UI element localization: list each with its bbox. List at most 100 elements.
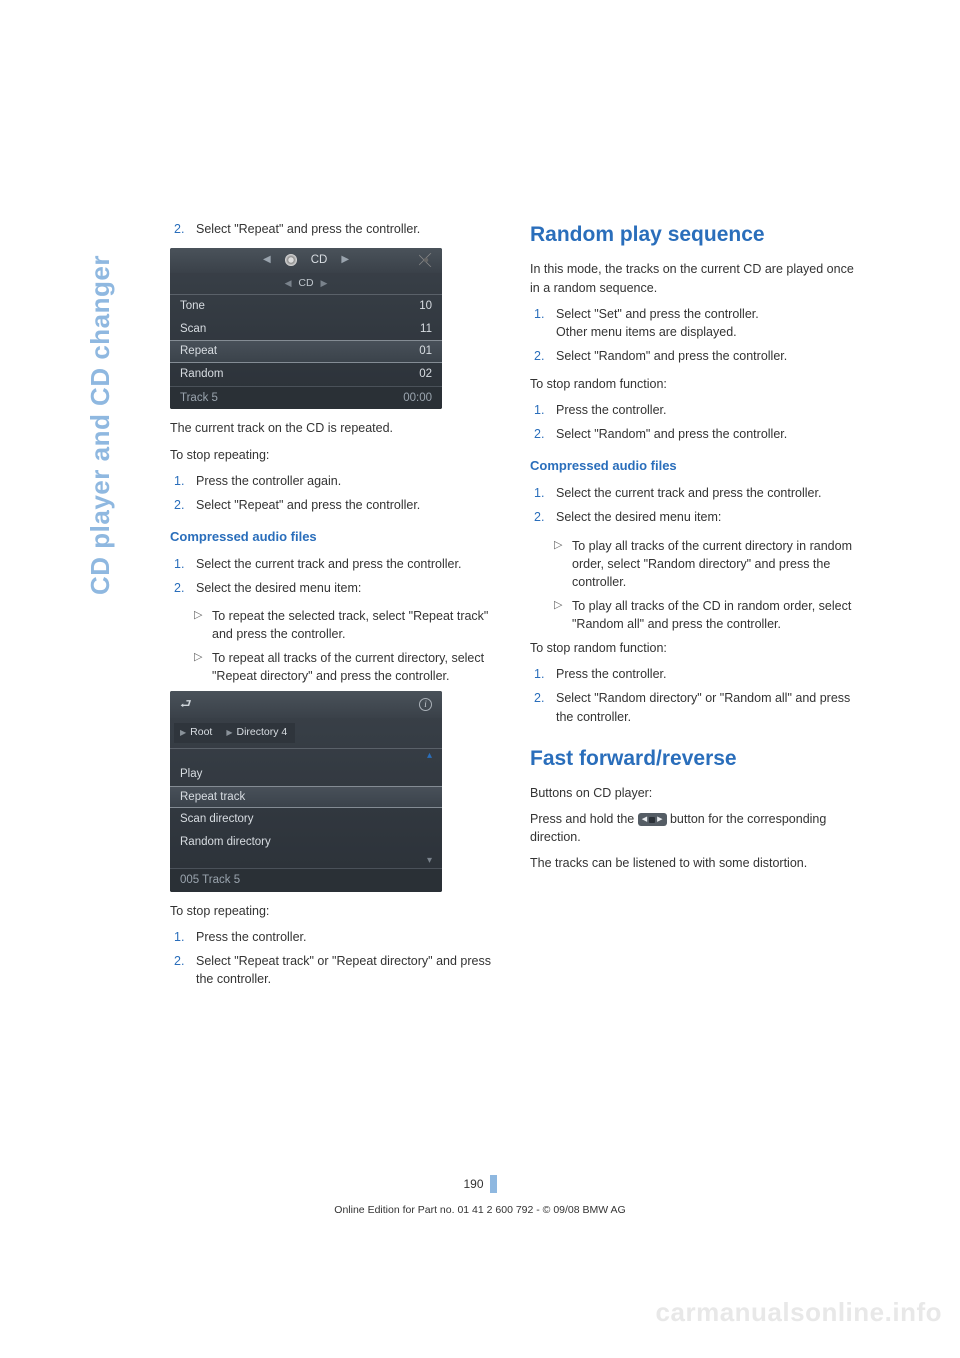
menu-value: 01 — [419, 343, 432, 360]
list-item: 2. Select "Repeat" and press the control… — [170, 220, 500, 238]
list-text: Select "Random directory" or "Random all… — [556, 689, 860, 725]
cd-menu-screenshot: ◀ CD ▶ ◀ CD ▶ Tone 10 Scan — [170, 248, 442, 409]
list-item: 2. Select "Random" and press the control… — [530, 425, 860, 443]
info-icon: i — [419, 698, 432, 711]
list-number: 1. — [534, 484, 556, 502]
body-text: To stop random function: — [530, 639, 860, 657]
list-item: 1. Press the controller. — [170, 928, 500, 946]
body-text: To stop random function: — [530, 375, 860, 393]
list-text-line1: Select "Set" and press the controller. — [556, 307, 759, 321]
triangle-bullet-icon: ▷ — [554, 597, 572, 633]
body-text: To stop repeating: — [170, 902, 500, 920]
ordered-list: 2. Select "Repeat" and press the control… — [170, 220, 500, 238]
list-item: 1. Select the current track and press th… — [170, 555, 500, 573]
ordered-list: 1. Select the current track and press th… — [170, 555, 500, 597]
menu-label: Play — [180, 768, 202, 780]
list-number: 1. — [174, 472, 196, 490]
menu-row: Random 02 — [170, 363, 442, 386]
list-item: 2. Select "Repeat track" or "Repeat dire… — [170, 952, 500, 988]
bullet-text: To repeat all tracks of the current dire… — [212, 649, 500, 685]
list-text-line2: Other menu items are displayed. — [556, 325, 737, 339]
list-item: 1. Press the controller. — [530, 401, 860, 419]
list-number: 2. — [174, 220, 196, 238]
list-text: Select the current track and press the c… — [196, 555, 500, 573]
triangle-icon: ▶ — [226, 727, 232, 739]
triangle-bullet-icon: ▷ — [554, 537, 572, 591]
ss-footer-right: 00:00 — [403, 390, 432, 407]
list-number: 2. — [534, 347, 556, 365]
list-text: Select "Random" and press the controller… — [556, 425, 860, 443]
list-item: 2. Select the desired menu item: — [170, 579, 500, 597]
bullet-text: To repeat the selected track, select "Re… — [212, 607, 500, 643]
idrive-icon — [419, 253, 433, 267]
menu-label: Tone — [180, 298, 205, 315]
body-text: Buttons on CD player: — [530, 784, 860, 802]
ss-sub-label: CD — [298, 277, 313, 289]
crumb-root: ▶Root — [174, 723, 220, 742]
chevron-left-icon: ◀ — [285, 278, 292, 288]
menu-label: Repeat — [180, 343, 217, 360]
menu-value: 02 — [419, 366, 432, 383]
list-text: Select "Repeat" and press the controller… — [196, 220, 500, 238]
scroll-down-icon: ▾ — [170, 854, 442, 869]
chevron-left-icon: ◀ — [263, 253, 271, 268]
column-left: 2. Select "Repeat" and press the control… — [170, 220, 500, 998]
watermark: carmanualsonline.info — [656, 1297, 942, 1328]
ordered-list: 1. Select "Set" and press the controller… — [530, 305, 860, 365]
heading-fastforward: Fast forward/reverse — [530, 744, 860, 774]
ordered-list: 1. Press the controller. 2. Select "Repe… — [170, 928, 500, 988]
list-item: 2. Select "Random" and press the control… — [530, 347, 860, 365]
list-item: 1. Select the current track and press th… — [530, 484, 860, 502]
ordered-list: 1. Press the controller. 2. Select "Rand… — [530, 401, 860, 443]
menu-label: Repeat track — [180, 791, 245, 803]
menu-row-selected: Repeat track — [170, 786, 442, 809]
ss-footer: Track 5 00:00 — [170, 386, 442, 410]
crumb-dir: ▶ Directory 4 — [220, 723, 295, 742]
menu-value: 11 — [420, 321, 432, 338]
list-text: Select "Repeat track" or "Repeat directo… — [196, 952, 500, 988]
content-columns: 2. Select "Repeat" and press the control… — [170, 220, 860, 998]
list-number: 1. — [534, 305, 556, 341]
menu-row: Random directory — [170, 831, 442, 854]
heading-random: Random play sequence — [530, 220, 860, 250]
ss2-top-bar: ⮐ i — [170, 691, 442, 718]
breadcrumb: ▶Root ▶ Directory 4 — [170, 718, 442, 747]
triangle-bullet-icon: ▷ — [194, 607, 212, 643]
list-text: Press the controller. — [556, 401, 860, 419]
list-number: 2. — [174, 496, 196, 514]
cd-icon — [285, 254, 297, 266]
list-number: 2. — [534, 425, 556, 443]
body-text: In this mode, the tracks on the current … — [530, 260, 860, 296]
section-title-vertical: CD player and CD changer — [85, 255, 116, 595]
menu-label: Scan — [180, 321, 206, 338]
page-number-wrap: 190 — [0, 1175, 960, 1193]
list-text: Select the desired menu item: — [196, 579, 500, 597]
menu-row: Play — [170, 763, 442, 786]
body-text: The tracks can be listened to with some … — [530, 854, 860, 872]
bullet-item: ▷ To play all tracks of the current dire… — [530, 537, 860, 591]
menu-row-selected: Repeat 01 — [170, 340, 442, 363]
list-number: 2. — [534, 508, 556, 526]
list-number: 2. — [174, 579, 196, 597]
triangle-bullet-icon: ▷ — [194, 649, 212, 685]
list-text: Press the controller. — [556, 665, 860, 683]
subheading-compressed: Compressed audio files — [530, 457, 860, 476]
list-number: 2. — [174, 952, 196, 988]
list-text: Press the controller. — [196, 928, 500, 946]
directory-menu-screenshot: ⮐ i ▶Root ▶Directory 4 ▴ Play Repeat tra… — [170, 691, 442, 891]
list-item: 1. Press the controller. — [530, 665, 860, 683]
menu-row: Tone 10 — [170, 295, 442, 318]
bullet-item: ▷ To repeat the selected track, select "… — [170, 607, 500, 643]
ss-top-bar: ◀ CD ▶ — [170, 248, 442, 273]
list-number: 1. — [534, 401, 556, 419]
bullet-item: ▷ To repeat all tracks of the current di… — [170, 649, 500, 685]
chevron-right-icon: ▶ — [341, 253, 349, 268]
ss2-footer: 005 Track 5 — [170, 868, 442, 892]
menu-label: Random — [180, 366, 223, 383]
list-number: 2. — [534, 689, 556, 725]
crumb-label: Directory 4 — [237, 725, 288, 740]
page-number-value: 190 — [463, 1177, 483, 1191]
body-text: Press and hold the ◀ ▶ button for the co… — [530, 810, 860, 846]
list-item: 2. Select "Repeat" and press the control… — [170, 496, 500, 514]
page-number: 190 — [463, 1175, 496, 1193]
